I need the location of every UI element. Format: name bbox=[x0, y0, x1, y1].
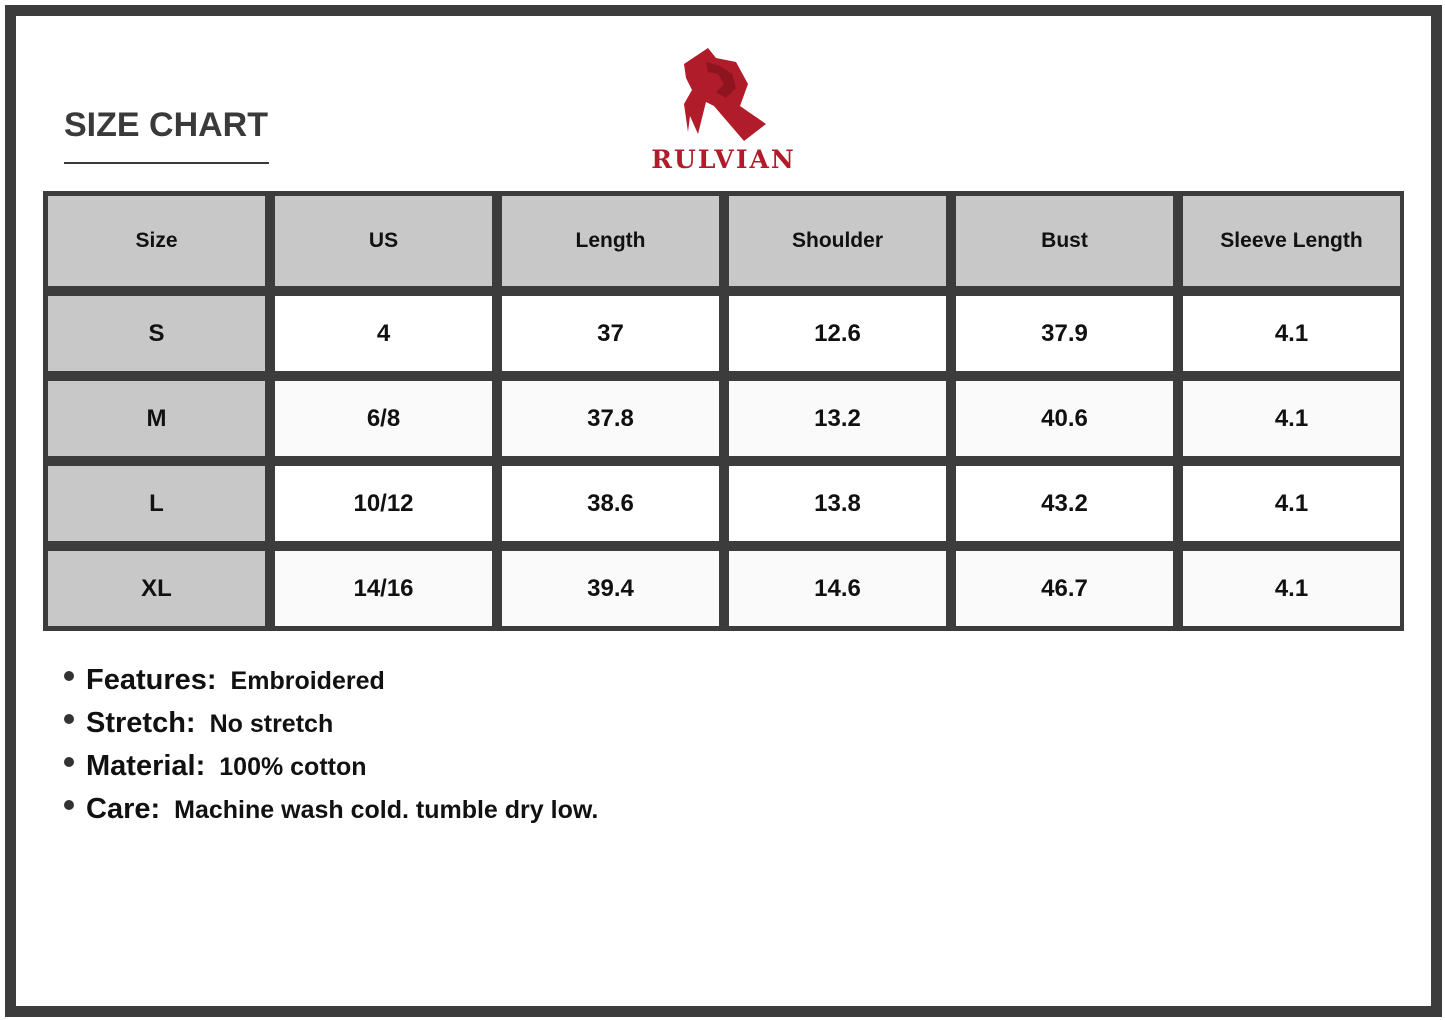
page-title: SIZE CHART bbox=[64, 106, 268, 144]
feature-value: No stretch bbox=[209, 710, 334, 738]
feature-value: 100% cotton bbox=[219, 753, 367, 781]
bullet-icon bbox=[64, 714, 74, 724]
feature-value: Machine wash cold. tumble dry low. bbox=[174, 796, 599, 824]
table-cell: 40.6 bbox=[956, 381, 1173, 456]
feature-label: Material: bbox=[86, 750, 206, 782]
column-header: Shoulder bbox=[729, 196, 946, 286]
feature-label: Stretch: bbox=[86, 707, 196, 739]
table-cell: 39.4 bbox=[502, 551, 719, 626]
size-label-cell: L bbox=[48, 466, 265, 541]
table-cell: 13.2 bbox=[729, 381, 946, 456]
size-table: Size US Length Shoulder Bust Sleeve Length S 4 3… bbox=[43, 191, 1404, 631]
features-list: Features: Embroidered Stretch: No stretch Ma… bbox=[64, 664, 598, 836]
feature-item: Material: 100% cotton bbox=[64, 750, 598, 793]
table-cell: 4.1 bbox=[1183, 466, 1400, 541]
bullet-icon bbox=[64, 800, 74, 810]
table-cell: 14.6 bbox=[729, 551, 946, 626]
column-header: Length bbox=[502, 196, 719, 286]
bullet-icon bbox=[64, 757, 74, 767]
column-header: US bbox=[275, 196, 492, 286]
feature-value: Embroidered bbox=[230, 667, 385, 695]
feature-item: Stretch: No stretch bbox=[64, 707, 598, 750]
table-cell: 13.8 bbox=[729, 466, 946, 541]
table-cell: 38.6 bbox=[502, 466, 719, 541]
table-cell: 37.8 bbox=[502, 381, 719, 456]
feature-item: Features: Embroidered bbox=[64, 664, 598, 707]
table-cell: 6/8 bbox=[275, 381, 492, 456]
table-cell: 14/16 bbox=[275, 551, 492, 626]
brand-name: RULVIAN bbox=[651, 145, 796, 174]
bullet-icon bbox=[64, 671, 74, 681]
table-cell: 12.6 bbox=[729, 296, 946, 371]
table-cell: 4 bbox=[275, 296, 492, 371]
feature-label: Features: bbox=[86, 664, 217, 696]
column-header: Sleeve Length bbox=[1183, 196, 1400, 286]
table-cell: 4.1 bbox=[1183, 296, 1400, 371]
table-cell: 4.1 bbox=[1183, 551, 1400, 626]
table-cell: 43.2 bbox=[956, 466, 1173, 541]
feature-label: Care: bbox=[86, 793, 161, 825]
size-label-cell: M bbox=[48, 381, 265, 456]
feature-item: Care: Machine wash cold. tumble dry low. bbox=[64, 793, 598, 836]
table-cell: 10/12 bbox=[275, 466, 492, 541]
page-frame bbox=[5, 5, 1442, 1017]
table-cell: 4.1 bbox=[1183, 381, 1400, 456]
title-underline bbox=[64, 162, 269, 164]
table-cell: 37.9 bbox=[956, 296, 1173, 371]
size-label-cell: S bbox=[48, 296, 265, 371]
table-cell: 37 bbox=[502, 296, 719, 371]
brand-logo-icon bbox=[684, 48, 766, 141]
table-cell: 46.7 bbox=[956, 551, 1173, 626]
column-header: Bust bbox=[956, 196, 1173, 286]
size-label-cell: XL bbox=[48, 551, 265, 626]
column-header: Size bbox=[48, 196, 265, 286]
